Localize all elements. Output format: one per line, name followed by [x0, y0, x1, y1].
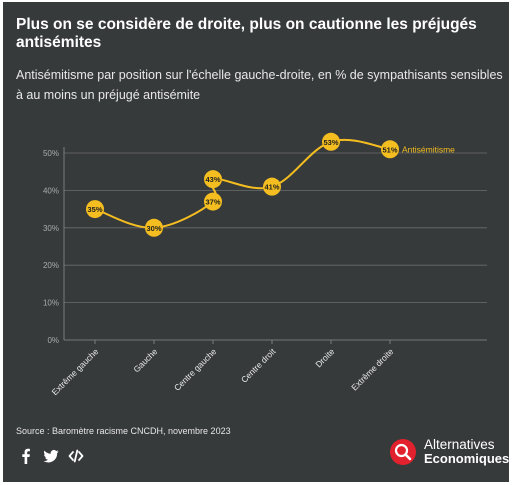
data-label: 35% — [87, 205, 102, 214]
data-point — [381, 140, 399, 159]
y-tick-label: 10% — [43, 299, 59, 308]
data-point — [86, 200, 104, 219]
chart-subtitle: Antisémitisme par position sur l'échelle… — [16, 68, 503, 102]
data-label: 41% — [264, 183, 279, 192]
data-point — [145, 218, 163, 237]
data-label: 53% — [323, 138, 338, 147]
source-note: Source : Baromètre racisme CNCDH, novemb… — [16, 426, 231, 436]
x-tick-label: Droite — [313, 346, 336, 369]
brand-name-line1: Alternatives — [424, 437, 495, 452]
y-axis-ticks: 0% 10% 20% 30% 40% 50% — [43, 149, 59, 345]
data-point — [263, 177, 281, 196]
chart-card: Plus on se considère de droite, plus on … — [3, 2, 509, 482]
facebook-icon[interactable] — [18, 448, 34, 464]
brand-name: Alternatives Economiques — [424, 438, 509, 466]
x-tick-label: Extrême droite — [349, 346, 395, 392]
embed-code-icon[interactable] — [68, 448, 84, 464]
data-label: 43% — [205, 175, 220, 184]
y-tick-label: 50% — [43, 149, 59, 158]
magnifier-logo-icon — [390, 439, 416, 465]
chart-title: Plus on se considère de droite, plus on … — [16, 16, 477, 51]
y-tick-label: 40% — [43, 186, 59, 195]
x-axis-ticks: Extrême gauche Gauche Centre gauche Centre … — [50, 340, 396, 397]
y-tick-label: 0% — [47, 336, 59, 345]
data-label: 51% — [382, 145, 397, 154]
y-tick-label: 20% — [43, 261, 59, 270]
x-tick-label: Centre droit — [239, 346, 278, 385]
x-tick-label: Centre gauche — [172, 346, 219, 393]
gridlines — [63, 147, 487, 341]
twitter-icon[interactable] — [43, 448, 59, 464]
series-points: 35% 30% 37% 43% 41% 53% 51% Antisémitisme — [86, 132, 455, 237]
data-point — [322, 132, 340, 151]
data-point — [204, 170, 222, 189]
data-label: 37% — [205, 198, 220, 207]
series-legend-label: Antisémitisme — [402, 144, 455, 154]
x-tick-label: Extrême gauche — [50, 346, 101, 397]
x-tick-label: Gauche — [131, 346, 159, 374]
y-tick-label: 30% — [43, 224, 59, 233]
share-bar — [18, 448, 84, 464]
data-label: 30% — [146, 224, 161, 233]
line-chart: 0% 10% 20% 30% 40% 50% Extrême gauche Gauche Ce… — [43, 132, 487, 397]
brand-logo: Alternatives Economiques — [389, 438, 509, 466]
data-point — [204, 192, 222, 211]
brand-name-line2: Economiques — [424, 451, 509, 466]
